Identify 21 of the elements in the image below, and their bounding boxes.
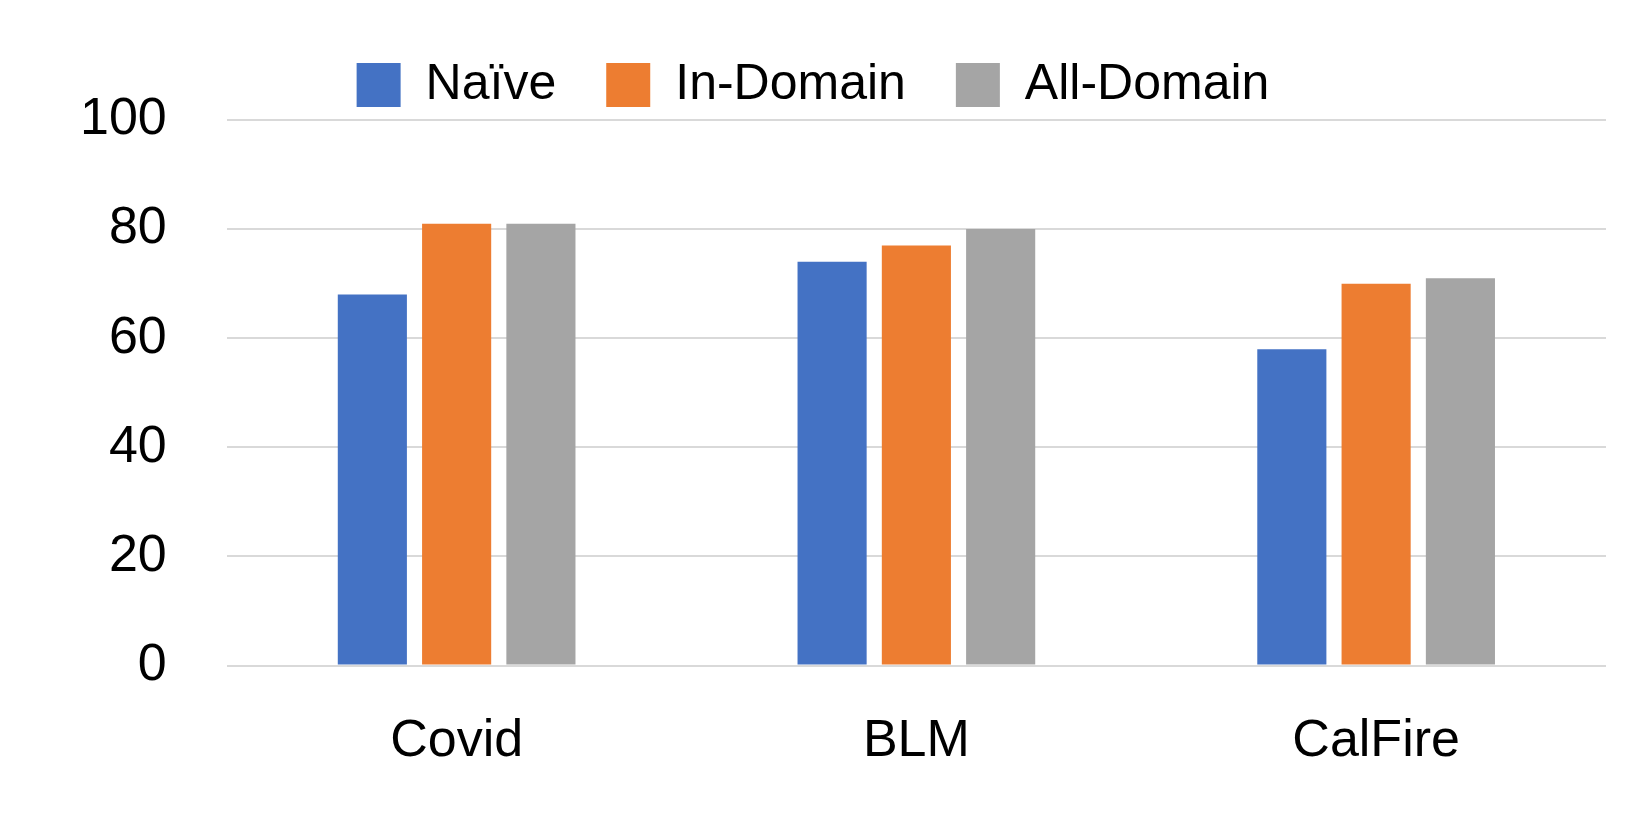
legend-label: In-Domain <box>675 53 906 110</box>
bar <box>881 245 951 665</box>
x-tick-label: Covid <box>390 709 524 768</box>
y-tick-label: 20 <box>108 523 167 582</box>
bar <box>1425 278 1495 665</box>
bar <box>1257 349 1327 665</box>
legend-label: All-Domain <box>1024 53 1270 110</box>
y-tick-label: 60 <box>108 305 167 364</box>
y-tick-label: 80 <box>108 196 167 255</box>
bar <box>506 223 576 665</box>
bar <box>422 223 492 665</box>
legend-label: Naïve <box>425 53 557 110</box>
y-tick-label: 100 <box>79 87 167 146</box>
y-tick-label: 0 <box>137 632 167 691</box>
y-tick-label: 40 <box>108 414 167 473</box>
x-tick-label: CalFire <box>1292 709 1460 768</box>
bar <box>1341 283 1411 665</box>
bar <box>337 294 407 665</box>
x-tick-label: BLM <box>862 709 970 768</box>
bar <box>797 261 867 665</box>
bar <box>966 229 1036 665</box>
